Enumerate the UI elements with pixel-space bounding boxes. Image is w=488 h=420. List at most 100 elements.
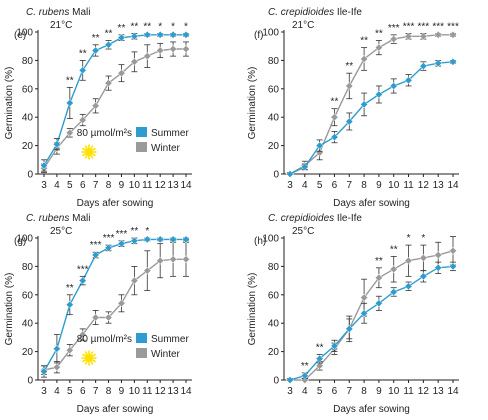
panel-title: C. rubens Mali — [26, 213, 90, 224]
significance-marker: ** — [345, 61, 353, 72]
y-tick-label: 0 — [273, 376, 279, 387]
panel-title-species: C. crepidioides — [268, 213, 334, 224]
data-point-summer — [40, 367, 48, 376]
x-tick-label: 9 — [119, 386, 125, 397]
y-tick-label: 60 — [22, 290, 34, 301]
x-axis-label: Days afer sowing — [77, 404, 154, 415]
chart-panel-e: C. rubens Mali 21°C (e) Germination (%) 0 20 4… — [4, 7, 192, 209]
panel-title-site: Ile-Ife — [334, 213, 362, 224]
significance-marker: * — [421, 233, 425, 244]
data-point-summer — [434, 59, 443, 68]
data-point-summer — [117, 239, 126, 248]
data-point-summer — [374, 90, 383, 99]
x-tick-label: 9 — [119, 180, 125, 191]
series-winter — [286, 236, 457, 384]
x-tick-label: 12 — [155, 180, 167, 191]
x-tick-label: 13 — [433, 386, 445, 397]
temperature-label: 25°C — [50, 226, 72, 237]
data-point-winter — [104, 313, 113, 322]
significance-marker: * — [158, 21, 162, 32]
panel-title: C. crepidioides Ile-Ife — [268, 213, 362, 224]
significance-marker: *** — [77, 264, 89, 275]
significance-marker: *** — [432, 21, 444, 32]
x-axis-label: Days afer sowing — [77, 198, 154, 209]
significance-marker: *** — [388, 23, 400, 34]
data-point-winter — [143, 52, 152, 61]
panel-letter: (h) — [254, 236, 266, 247]
chart-panel-f: C. crepidioides Ile-Ife 21°C (f) Germinatio… — [247, 7, 459, 209]
x-tick-label: 5 — [317, 180, 323, 191]
x-tick-label: 8 — [361, 180, 367, 191]
x-tick-label: 12 — [155, 386, 167, 397]
x-tick-label: 4 — [54, 386, 60, 397]
data-point-winter — [78, 330, 87, 339]
y-tick-label: 80 — [268, 56, 280, 67]
series-summer — [286, 57, 457, 178]
y-tick-label: 20 — [22, 347, 34, 358]
x-tick-label: 7 — [346, 180, 352, 191]
x-tick-label: 10 — [129, 386, 141, 397]
x-tick-label: 14 — [180, 180, 192, 191]
data-point-winter — [156, 256, 165, 265]
sun-core — [85, 148, 93, 156]
x-tick-label: 10 — [388, 386, 400, 397]
x-tick-label: 13 — [168, 180, 180, 191]
y-tick-label: 80 — [22, 56, 34, 67]
significance-marker: ** — [375, 256, 383, 267]
data-point-winter — [91, 101, 100, 110]
data-point-winter — [345, 82, 354, 90]
y-tick-label: 40 — [268, 319, 280, 330]
x-tick-label: 6 — [332, 386, 338, 397]
data-point-winter — [130, 57, 139, 66]
panel-title: C. rubens Mali — [26, 7, 90, 18]
significance-marker: ** — [143, 21, 151, 32]
panel-letter: (e) — [14, 30, 26, 41]
significance-marker: ** — [118, 23, 126, 34]
legend-label-summer: Summer — [151, 334, 189, 345]
data-point-summer — [156, 235, 165, 244]
data-point-summer — [169, 235, 178, 244]
data-point-summer — [360, 100, 369, 109]
data-point-summer — [345, 117, 354, 126]
x-tick-label: 5 — [67, 180, 73, 191]
y-tick-label: 60 — [22, 84, 34, 95]
data-point-winter — [117, 69, 126, 78]
series-summer — [40, 30, 190, 172]
data-point-winter — [65, 128, 74, 137]
data-point-summer — [91, 46, 100, 55]
x-tick-label: 13 — [168, 386, 180, 397]
series-summer — [40, 235, 190, 378]
temperature-label: 25°C — [292, 226, 314, 237]
data-point-winter — [156, 46, 165, 55]
legend-swatch-winter — [136, 142, 147, 152]
data-point-summer — [286, 376, 294, 384]
data-point-winter — [374, 273, 383, 282]
x-axis-label: Days afer sowing — [333, 404, 410, 415]
x-axis-label: Days afer sowing — [333, 198, 410, 209]
data-point-summer — [52, 344, 61, 353]
data-point-summer — [130, 236, 139, 245]
significance-marker: ** — [105, 29, 113, 40]
y-tick-label: 80 — [268, 262, 280, 273]
legend-light-note: 80 µmol/m²s — [77, 334, 132, 345]
data-point-summer — [449, 262, 457, 271]
data-point-summer — [404, 76, 413, 85]
y-tick-label: 0 — [273, 170, 279, 181]
data-point-winter — [389, 265, 398, 274]
x-tick-label: 3 — [287, 180, 293, 191]
data-point-summer — [40, 161, 48, 170]
data-point-summer — [360, 309, 369, 318]
data-point-summer — [65, 300, 74, 309]
data-point-summer — [449, 57, 457, 66]
x-tick-label: 4 — [302, 386, 308, 397]
significance-marker: *** — [418, 21, 430, 32]
data-point-summer — [78, 66, 87, 75]
data-point-summer — [404, 282, 413, 291]
data-point-winter — [389, 35, 398, 44]
sun-icon — [81, 350, 97, 366]
data-point-winter — [434, 251, 443, 259]
significance-marker: *** — [403, 21, 415, 32]
data-point-summer — [143, 235, 152, 244]
series-line-winter — [290, 250, 454, 381]
data-point-winter — [404, 256, 413, 265]
